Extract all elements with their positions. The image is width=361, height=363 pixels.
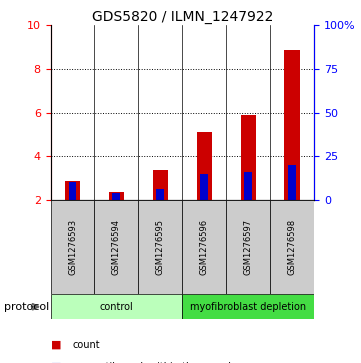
Bar — [197, 132, 212, 200]
Text: GSM1276597: GSM1276597 — [244, 219, 253, 275]
Text: ■: ■ — [51, 362, 61, 363]
Bar — [284, 50, 300, 200]
Bar — [270, 200, 314, 294]
Bar — [182, 294, 314, 319]
Bar — [138, 200, 182, 294]
Bar — [109, 192, 124, 200]
Bar — [226, 200, 270, 294]
Bar — [182, 200, 226, 294]
Text: percentile rank within the sample: percentile rank within the sample — [72, 362, 237, 363]
Bar — [65, 181, 80, 200]
Text: GSM1276594: GSM1276594 — [112, 219, 121, 275]
Bar — [200, 174, 208, 200]
Bar — [69, 182, 77, 200]
Bar — [288, 165, 296, 200]
Text: GSM1276596: GSM1276596 — [200, 219, 209, 275]
Text: count: count — [72, 340, 100, 350]
Bar — [95, 200, 138, 294]
Bar — [113, 193, 120, 200]
Bar — [51, 200, 95, 294]
Text: GSM1276595: GSM1276595 — [156, 219, 165, 275]
Text: ■: ■ — [51, 340, 61, 350]
Text: control: control — [100, 302, 133, 312]
Bar — [240, 115, 256, 200]
Bar — [51, 294, 182, 319]
Bar — [156, 189, 164, 200]
Text: myofibroblast depletion: myofibroblast depletion — [190, 302, 306, 312]
Text: protocol: protocol — [4, 302, 49, 312]
Text: GSM1276598: GSM1276598 — [288, 219, 297, 275]
Title: GDS5820 / ILMN_1247922: GDS5820 / ILMN_1247922 — [92, 11, 273, 24]
Text: GSM1276593: GSM1276593 — [68, 219, 77, 275]
Bar — [153, 170, 168, 200]
Bar — [244, 172, 252, 200]
